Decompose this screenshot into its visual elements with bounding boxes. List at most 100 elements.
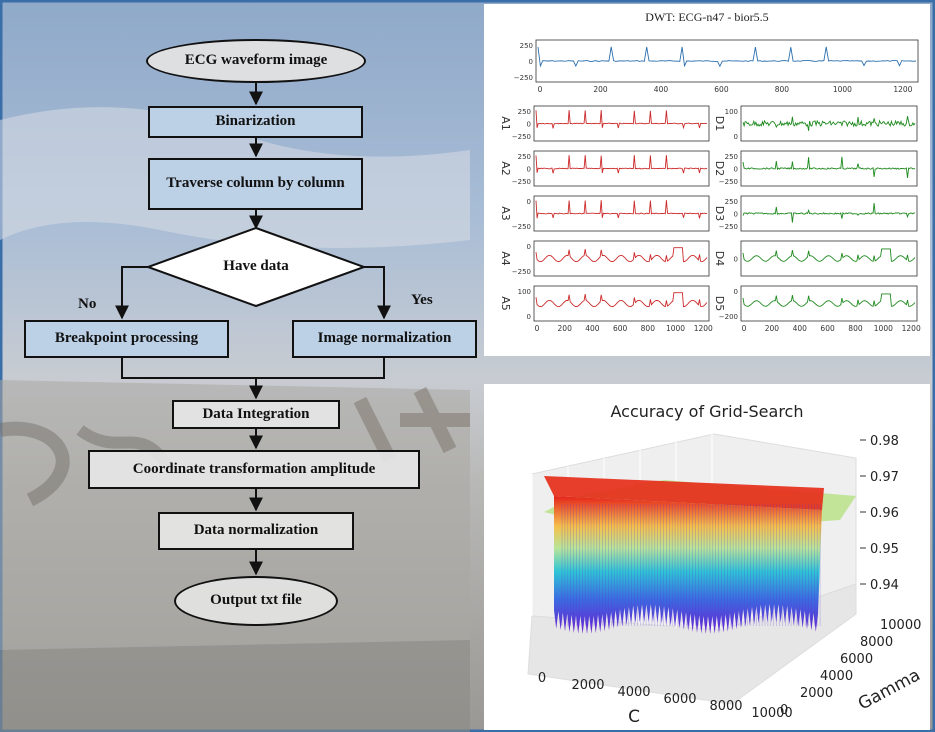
grid-ztick-4: 0.94 [870, 578, 899, 593]
data-integration-label: Data Integration [202, 405, 310, 422]
dwt-top-axes [535, 39, 919, 83]
dwt-D2-ytick-2: −250 [719, 178, 738, 186]
dwt-D4-axes [740, 240, 918, 277]
coordinate-label: Coordinate transformation amplitude [132, 460, 376, 477]
grid-ztick-0: 0.98 [870, 434, 899, 449]
dwt-D1-label: D1 [713, 116, 726, 131]
dwt-D1-ytick-0: 100 [725, 108, 738, 116]
dwt-A3-ytick-0: 0 [527, 198, 531, 206]
dwt-D5-ytick-1: −200 [719, 313, 738, 321]
dwt-A5-ytick-0: 100 [518, 288, 531, 296]
dwt-A5-line [535, 292, 708, 308]
dwt-A2-label: A2 [499, 161, 512, 176]
dwt-D2-label: D2 [713, 161, 726, 176]
dwt-A4-line [535, 247, 708, 263]
dwt-A2-ytick-2: −250 [512, 178, 531, 186]
dwt-top-xtick-5: 1000 [833, 85, 852, 94]
dwt-top-xtick-1: 200 [593, 85, 608, 94]
grid-surface [554, 496, 822, 634]
dwt-D2-axes [740, 150, 918, 187]
dwt-A1-ytick-0: 250 [518, 108, 531, 116]
dwt-A5-axes [533, 285, 710, 322]
breakpoint-label: Breakpoint processing [54, 330, 199, 347]
dwt-A3-label: A3 [499, 206, 512, 221]
decision-diamond [145, 226, 367, 308]
end-label: Output txt file [210, 592, 302, 609]
dwt-D1-line [742, 116, 916, 131]
dwt-A-bottom-xtick-6: 1200 [694, 324, 713, 333]
dwt-D3-ytick-0: 250 [725, 198, 738, 206]
grid-xtick-4: 8000 [709, 699, 742, 714]
grid-xtick-2: 4000 [617, 685, 650, 700]
dwt-top-xtick-4: 800 [775, 85, 790, 94]
dwt-D5-ytick-0: 0 [734, 288, 738, 296]
dwt-A2-line [535, 155, 708, 174]
dwt-top-xtick-2: 400 [654, 85, 669, 94]
dwt-top-xtick-0: 0 [538, 85, 543, 94]
grid-ytick-4: 8000 [860, 635, 893, 650]
dwt-A3-axes [533, 195, 710, 232]
dwt-A2-axes [533, 150, 710, 187]
dwt-title: DWT: ECG-n47 - bior5.5 [645, 10, 769, 24]
grid-ztick-2: 0.96 [870, 506, 899, 521]
dwt-A3-ytick-1: −250 [512, 223, 531, 231]
grid-xtick-1: 2000 [571, 678, 604, 693]
dwt-D2-ytick-1: 0 [734, 166, 738, 174]
dwt-D4-ytick-0: 0 [734, 256, 738, 264]
traverse-label: Traverse column by column [166, 175, 345, 192]
dwt-top-ytick-0: 250 [520, 42, 533, 50]
dwt-A2-ytick-0: 250 [518, 153, 531, 161]
dwt-D-bottom-xtick-4: 800 [848, 324, 863, 333]
dwt-D5-line [742, 293, 916, 307]
dwt-A-bottom-xtick-3: 600 [613, 324, 628, 333]
decision-label: Have data [223, 258, 289, 275]
dwt-A-bottom-xtick-5: 1000 [666, 324, 685, 333]
dwt-D2-line [742, 156, 916, 178]
breakpoint-node: Breakpoint processing [24, 320, 229, 358]
dwt-D-bottom-xtick-6: 1200 [902, 324, 921, 333]
coordinate-node: Coordinate transformation amplitude [88, 450, 420, 489]
dwt-D-bottom-xtick-3: 600 [820, 324, 835, 333]
grid-xlabel: C [628, 707, 640, 727]
image-normalization-label: Image normalization [317, 330, 452, 347]
dwt-D3-line [742, 203, 915, 223]
dwt-A1-ytick-2: −250 [512, 133, 531, 141]
start-node: ECG waveform image [146, 39, 366, 83]
dwt-A1-axes [533, 105, 710, 142]
traverse-node: Traverse column by column [148, 158, 363, 210]
dwt-D1-axes [740, 105, 918, 142]
end-node: Output txt file [174, 576, 338, 626]
grid-xtick-0: 0 [538, 671, 546, 686]
image-normalization-node: Image normalization [292, 320, 477, 358]
dwt-D-bottom-xtick-5: 1000 [874, 324, 893, 333]
grid-floor-pane [527, 583, 857, 705]
dwt-D-bottom-xtick-0: 0 [742, 324, 747, 333]
dwt-A1-label: A1 [499, 116, 512, 131]
dwt-A4-ytick-0: 0 [527, 243, 531, 251]
dwt-chart-panel: DWT: ECG-n47 - bior5.5 250 0 −250 0 200 400 60… [484, 4, 930, 356]
grid-ytick-2: 4000 [820, 669, 853, 684]
dwt-top-ytick-1: 0 [529, 58, 533, 66]
dwt-top-xtick-6: 1200 [893, 85, 912, 94]
dwt-D5-axes [740, 285, 918, 322]
grid-ytick-3: 6000 [840, 652, 873, 667]
dwt-D4-line [742, 248, 916, 262]
dwt-D-bottom-xtick-2: 400 [793, 324, 808, 333]
data-normalization-label: Data normalization [193, 522, 319, 539]
dwt-A-bottom-xtick-1: 200 [558, 324, 573, 333]
data-integration-node: Data Integration [172, 400, 340, 429]
dwt-A3-line [535, 200, 707, 219]
dwt-D4-label: D4 [713, 251, 726, 266]
grid-ylabel: Gamma [855, 665, 924, 714]
grid-search-panel: Accuracy of Grid-Search 0.98 0.97 0.96 0.95… [484, 384, 930, 730]
decision-node: Have data [196, 255, 316, 279]
dwt-A2-ytick-1: 0 [527, 166, 531, 174]
dwt-A1-line [535, 110, 707, 130]
dwt-A-bottom-xtick-0: 0 [535, 324, 540, 333]
dwt-A4-label: A4 [499, 251, 512, 266]
dwt-A5-label: A5 [499, 296, 512, 311]
dwt-A4-axes [533, 240, 710, 277]
dwt-D-bottom-xtick-1: 200 [765, 324, 780, 333]
